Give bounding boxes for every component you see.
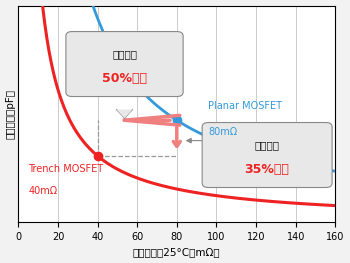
Text: Trench MOSFET: Trench MOSFET [28,164,103,174]
Y-axis label: 入力容量（pF）: 入力容量（pF） [6,89,15,139]
Text: 40mΩ: 40mΩ [28,186,57,196]
Text: 入力容量: 入力容量 [254,140,280,150]
FancyBboxPatch shape [202,123,332,188]
Text: オン抵抗: オン抵抗 [112,49,137,59]
Text: 35%低減: 35%低減 [245,163,289,176]
Polygon shape [117,109,132,118]
Text: 80mΩ: 80mΩ [209,127,238,136]
X-axis label: オン抵抗＀25°C（mΩ）: オン抵抗＀25°C（mΩ） [133,247,220,257]
Text: 50%低減: 50%低減 [102,72,147,85]
FancyBboxPatch shape [66,32,183,97]
Text: Planar MOSFET: Planar MOSFET [209,101,282,111]
